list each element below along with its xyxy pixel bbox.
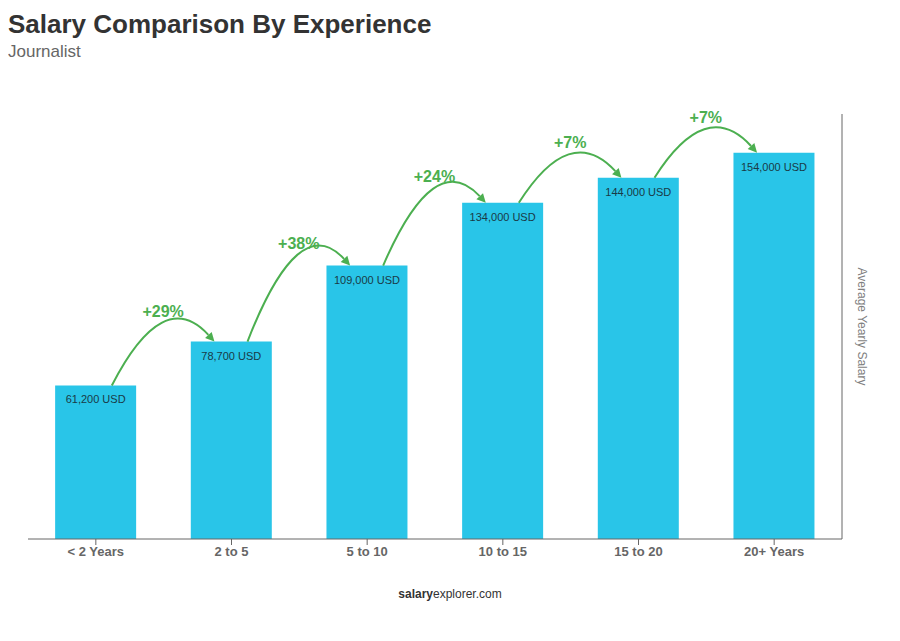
svg-text:144,000 USD: 144,000 USD	[605, 186, 671, 198]
html-text:Salary Comparison By Experienc: Salary Comparison By Experience	[8, 9, 432, 39]
svg-text:78,700 USD: 78,700 USD	[201, 350, 261, 362]
svg-text:+24%: +24%	[414, 168, 455, 185]
svg-text:+38%: +38%	[278, 235, 319, 252]
svg-text:134,000 USD: 134,000 USD	[470, 211, 536, 223]
svg-text:+7%: +7%	[554, 134, 586, 151]
svg-text:109,000 USD: 109,000 USD	[334, 274, 400, 286]
svg-text:61,200 USD: 61,200 USD	[66, 393, 126, 405]
svg-text:< 2 Years: < 2 Years	[68, 544, 125, 559]
html-text:salary explorer.com: salary explorer.com	[398, 587, 502, 601]
svg-text:2 to 5: 2 to 5	[215, 544, 249, 559]
svg-text:20+ Years: 20+ Years	[744, 544, 804, 559]
html-text:Journalist: Journalist	[8, 42, 81, 61]
svg-text:5 to 10: 5 to 10	[347, 544, 388, 559]
svg-text:10 to 15: 10 to 15	[479, 544, 527, 559]
svg-text:Average Yearly Salary: Average Yearly Salary	[855, 268, 869, 386]
svg-text:15 to 20: 15 to 20	[614, 544, 662, 559]
svg-text:+7%: +7%	[690, 109, 722, 126]
svg-text:+29%: +29%	[142, 303, 183, 320]
svg-text:154,000 USD: 154,000 USD	[741, 161, 807, 173]
